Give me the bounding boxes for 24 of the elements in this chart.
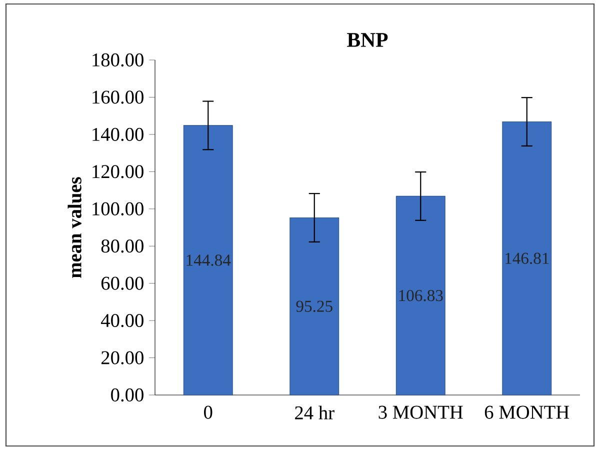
bar bbox=[183, 125, 233, 396]
y-axis-title: mean values bbox=[68, 177, 82, 278]
bar bbox=[502, 121, 552, 396]
x-tick-label: 3 MONTH bbox=[378, 406, 463, 419]
y-tick-label: 60.00 bbox=[101, 276, 144, 290]
y-tick-label: 0.00 bbox=[111, 388, 144, 402]
data-label: 106.83 bbox=[399, 290, 443, 302]
y-tick-label: 40.00 bbox=[100, 314, 144, 328]
y-tick-label: 140.00 bbox=[92, 128, 144, 142]
chart-title: BNP bbox=[347, 33, 388, 47]
y-tick-label: 20.00 bbox=[101, 351, 144, 364]
x-tick-label: 0 bbox=[204, 406, 212, 419]
x-tick-label: 6 MONTH bbox=[484, 406, 570, 419]
y-tick-label: 120.00 bbox=[92, 165, 144, 178]
y-tick-label: 80.00 bbox=[101, 240, 144, 253]
data-label: 144.84 bbox=[186, 254, 231, 266]
y-tick-label: 180.00 bbox=[92, 53, 144, 67]
data-label: 146.81 bbox=[506, 252, 549, 264]
x-tick-label: 24 hr bbox=[295, 406, 334, 420]
bar bbox=[290, 217, 340, 396]
bar bbox=[396, 196, 446, 396]
y-tick-label: 100.00 bbox=[92, 202, 144, 216]
y-tick-label: 160.00 bbox=[92, 90, 144, 104]
data-label: 95.25 bbox=[296, 300, 332, 312]
